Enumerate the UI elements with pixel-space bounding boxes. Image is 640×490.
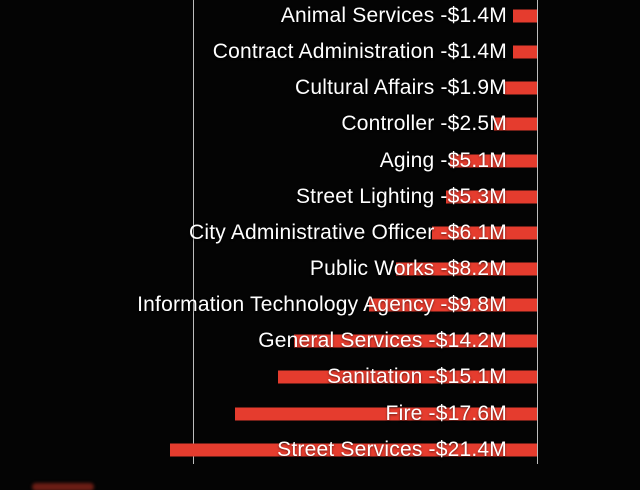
bar — [446, 190, 537, 204]
bar-label: City Administrative Officer -$6.1M — [188, 220, 507, 244]
bar-label: Controller -$2.5M — [341, 112, 507, 136]
chart-row: Cultural Affairs -$1.9M — [0, 70, 640, 106]
axis-line-right — [537, 0, 538, 464]
chart-row: City Administrative Officer -$6.1M — [0, 215, 640, 251]
bar — [293, 334, 537, 348]
chart-row: Public Works -$8.2M — [0, 251, 640, 287]
bar — [432, 226, 537, 240]
chart-row: Contract Administration -$1.4M — [0, 34, 640, 70]
chart-row: Fire -$17.6M — [0, 396, 640, 432]
bar — [504, 81, 537, 95]
bar-label: Street Services -$21.4M — [277, 437, 507, 461]
bar — [449, 154, 537, 168]
chart-row: Information Technology Agency -$9.8M — [0, 287, 640, 323]
bar — [368, 298, 537, 312]
bar-label: Sanitation -$15.1M — [327, 365, 507, 389]
chart-row: Sanitation -$15.1M — [0, 359, 640, 395]
bar — [513, 45, 537, 59]
bar — [494, 117, 537, 131]
bar-label: Animal Services -$1.4M — [280, 4, 507, 28]
gridline-left — [193, 0, 194, 464]
bar-label: Street Lighting -$5.3M — [295, 184, 507, 208]
bar-label: Public Works -$8.2M — [309, 257, 507, 281]
bar-label: Fire -$17.6M — [385, 401, 507, 425]
bar — [235, 407, 537, 421]
bar-label: Cultural Affairs -$1.9M — [295, 76, 507, 100]
chart-row: Street Services -$21.4M — [0, 432, 640, 468]
chart-rows: Animal Services -$1.4M Contract Administr… — [0, 0, 640, 468]
bar — [170, 443, 537, 457]
chart-row: Aging -$5.1M — [0, 143, 640, 179]
bar — [513, 9, 537, 23]
bar-label: Aging -$5.1M — [379, 148, 507, 172]
bar — [396, 262, 537, 276]
chart-row: Street Lighting -$5.3M — [0, 179, 640, 215]
bar-label: General Services -$14.2M — [258, 329, 507, 353]
chart-row: Controller -$2.5M — [0, 106, 640, 142]
chart-row: General Services -$14.2M — [0, 323, 640, 359]
bar — [278, 370, 537, 384]
bar-label: Information Technology Agency -$9.8M — [137, 293, 507, 317]
bar-label: Contract Administration -$1.4M — [212, 40, 507, 64]
cropped-artifact — [32, 483, 94, 490]
chart-row: Animal Services -$1.4M — [0, 0, 640, 34]
